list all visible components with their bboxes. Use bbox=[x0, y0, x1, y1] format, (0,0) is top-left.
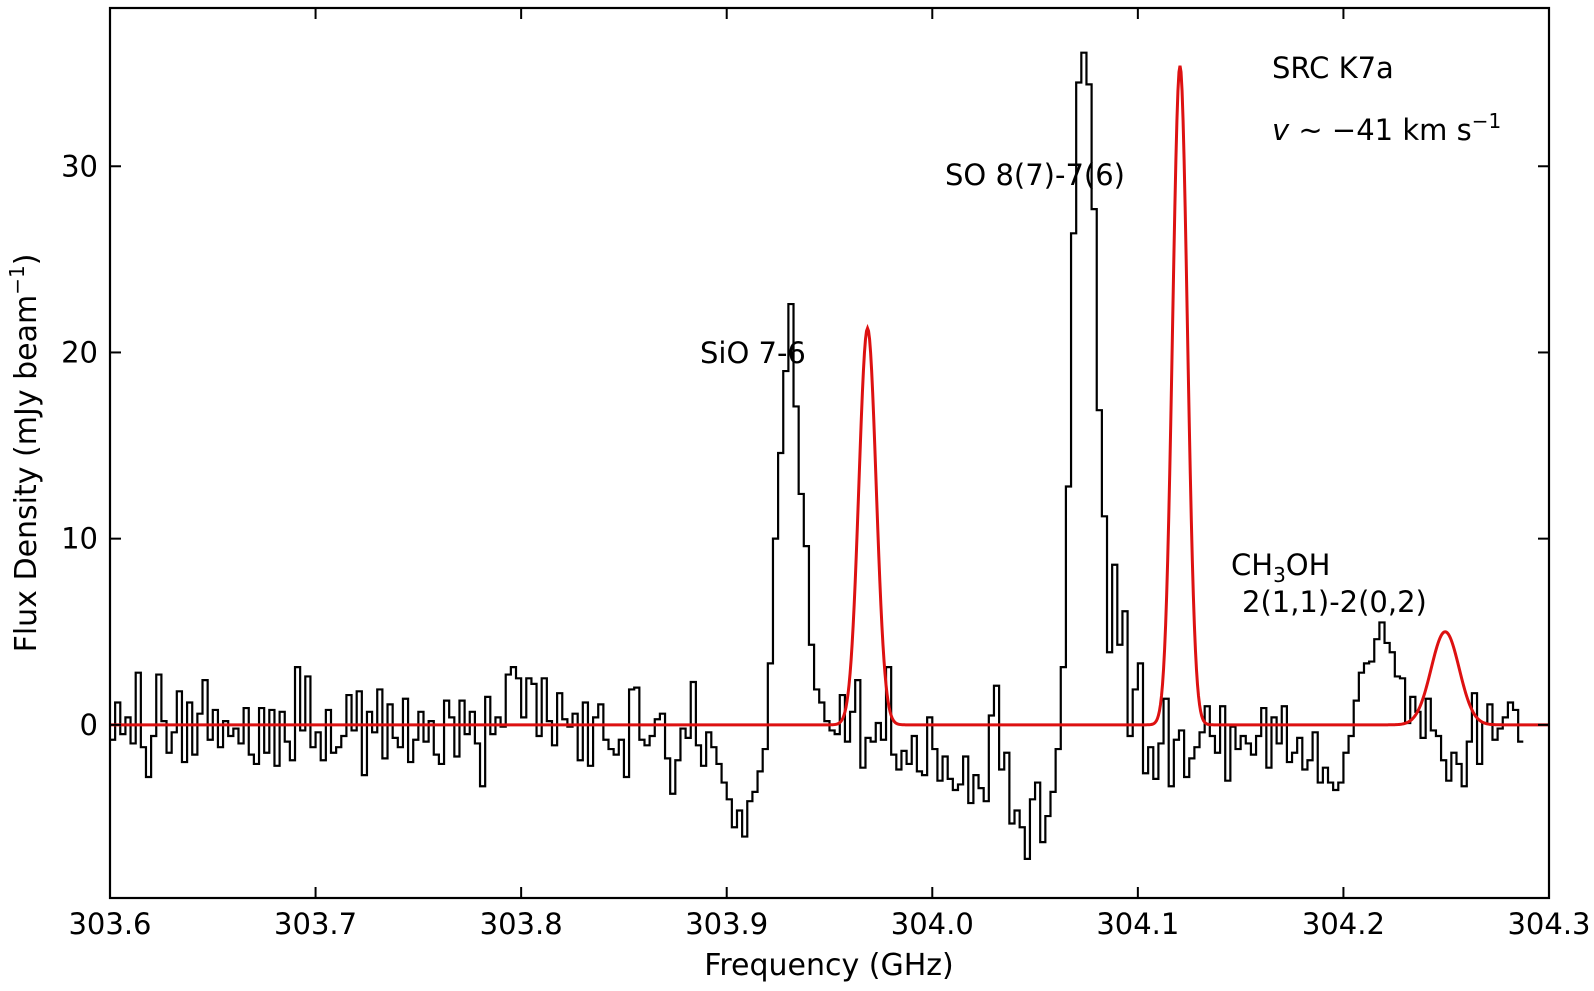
plot-area bbox=[110, 51, 1549, 860]
x-tick-label: 303.9 bbox=[685, 907, 768, 941]
x-tick-label: 304.1 bbox=[1096, 907, 1179, 941]
x-tick-label: 304.3 bbox=[1507, 907, 1590, 941]
x-tick-label: 304.0 bbox=[891, 907, 974, 941]
x-tick-label: 303.8 bbox=[480, 907, 563, 941]
y-tick-label: 20 bbox=[61, 335, 98, 369]
spectrum-step-line bbox=[110, 51, 1524, 860]
annotation-source: SRC K7a bbox=[1272, 51, 1394, 85]
x-tick-label: 303.6 bbox=[68, 907, 151, 941]
annotation-ch3oh-transition: 2(1,1)-2(0,2) bbox=[1242, 585, 1427, 619]
y-axis-title: Flux Density (mJy beam−1) bbox=[5, 254, 44, 653]
annotation-sio: SiO 7-6 bbox=[700, 336, 806, 370]
annotation-so: SO 8(7)-7(6) bbox=[945, 158, 1125, 192]
annotation-ch3oh-formula: CH3OH bbox=[1231, 548, 1330, 587]
annotation-velocity: v ∼ −41 km s−1 bbox=[1272, 109, 1501, 147]
x-tick-label: 303.7 bbox=[274, 907, 357, 941]
ticks: 303.6 303.7 303.8 303.9 304.0 304.1 304.2 304.3… bbox=[61, 8, 1591, 941]
y-tick-label: 0 bbox=[80, 708, 98, 742]
x-tick-label: 304.2 bbox=[1302, 907, 1385, 941]
plot-frame bbox=[108, 6, 1551, 900]
y-tick-label: 30 bbox=[61, 149, 98, 183]
gaussian-fit-line bbox=[110, 65, 1549, 727]
y-tick-label: 10 bbox=[61, 522, 98, 556]
x-axis-title: Frequency (GHz) bbox=[704, 948, 953, 983]
